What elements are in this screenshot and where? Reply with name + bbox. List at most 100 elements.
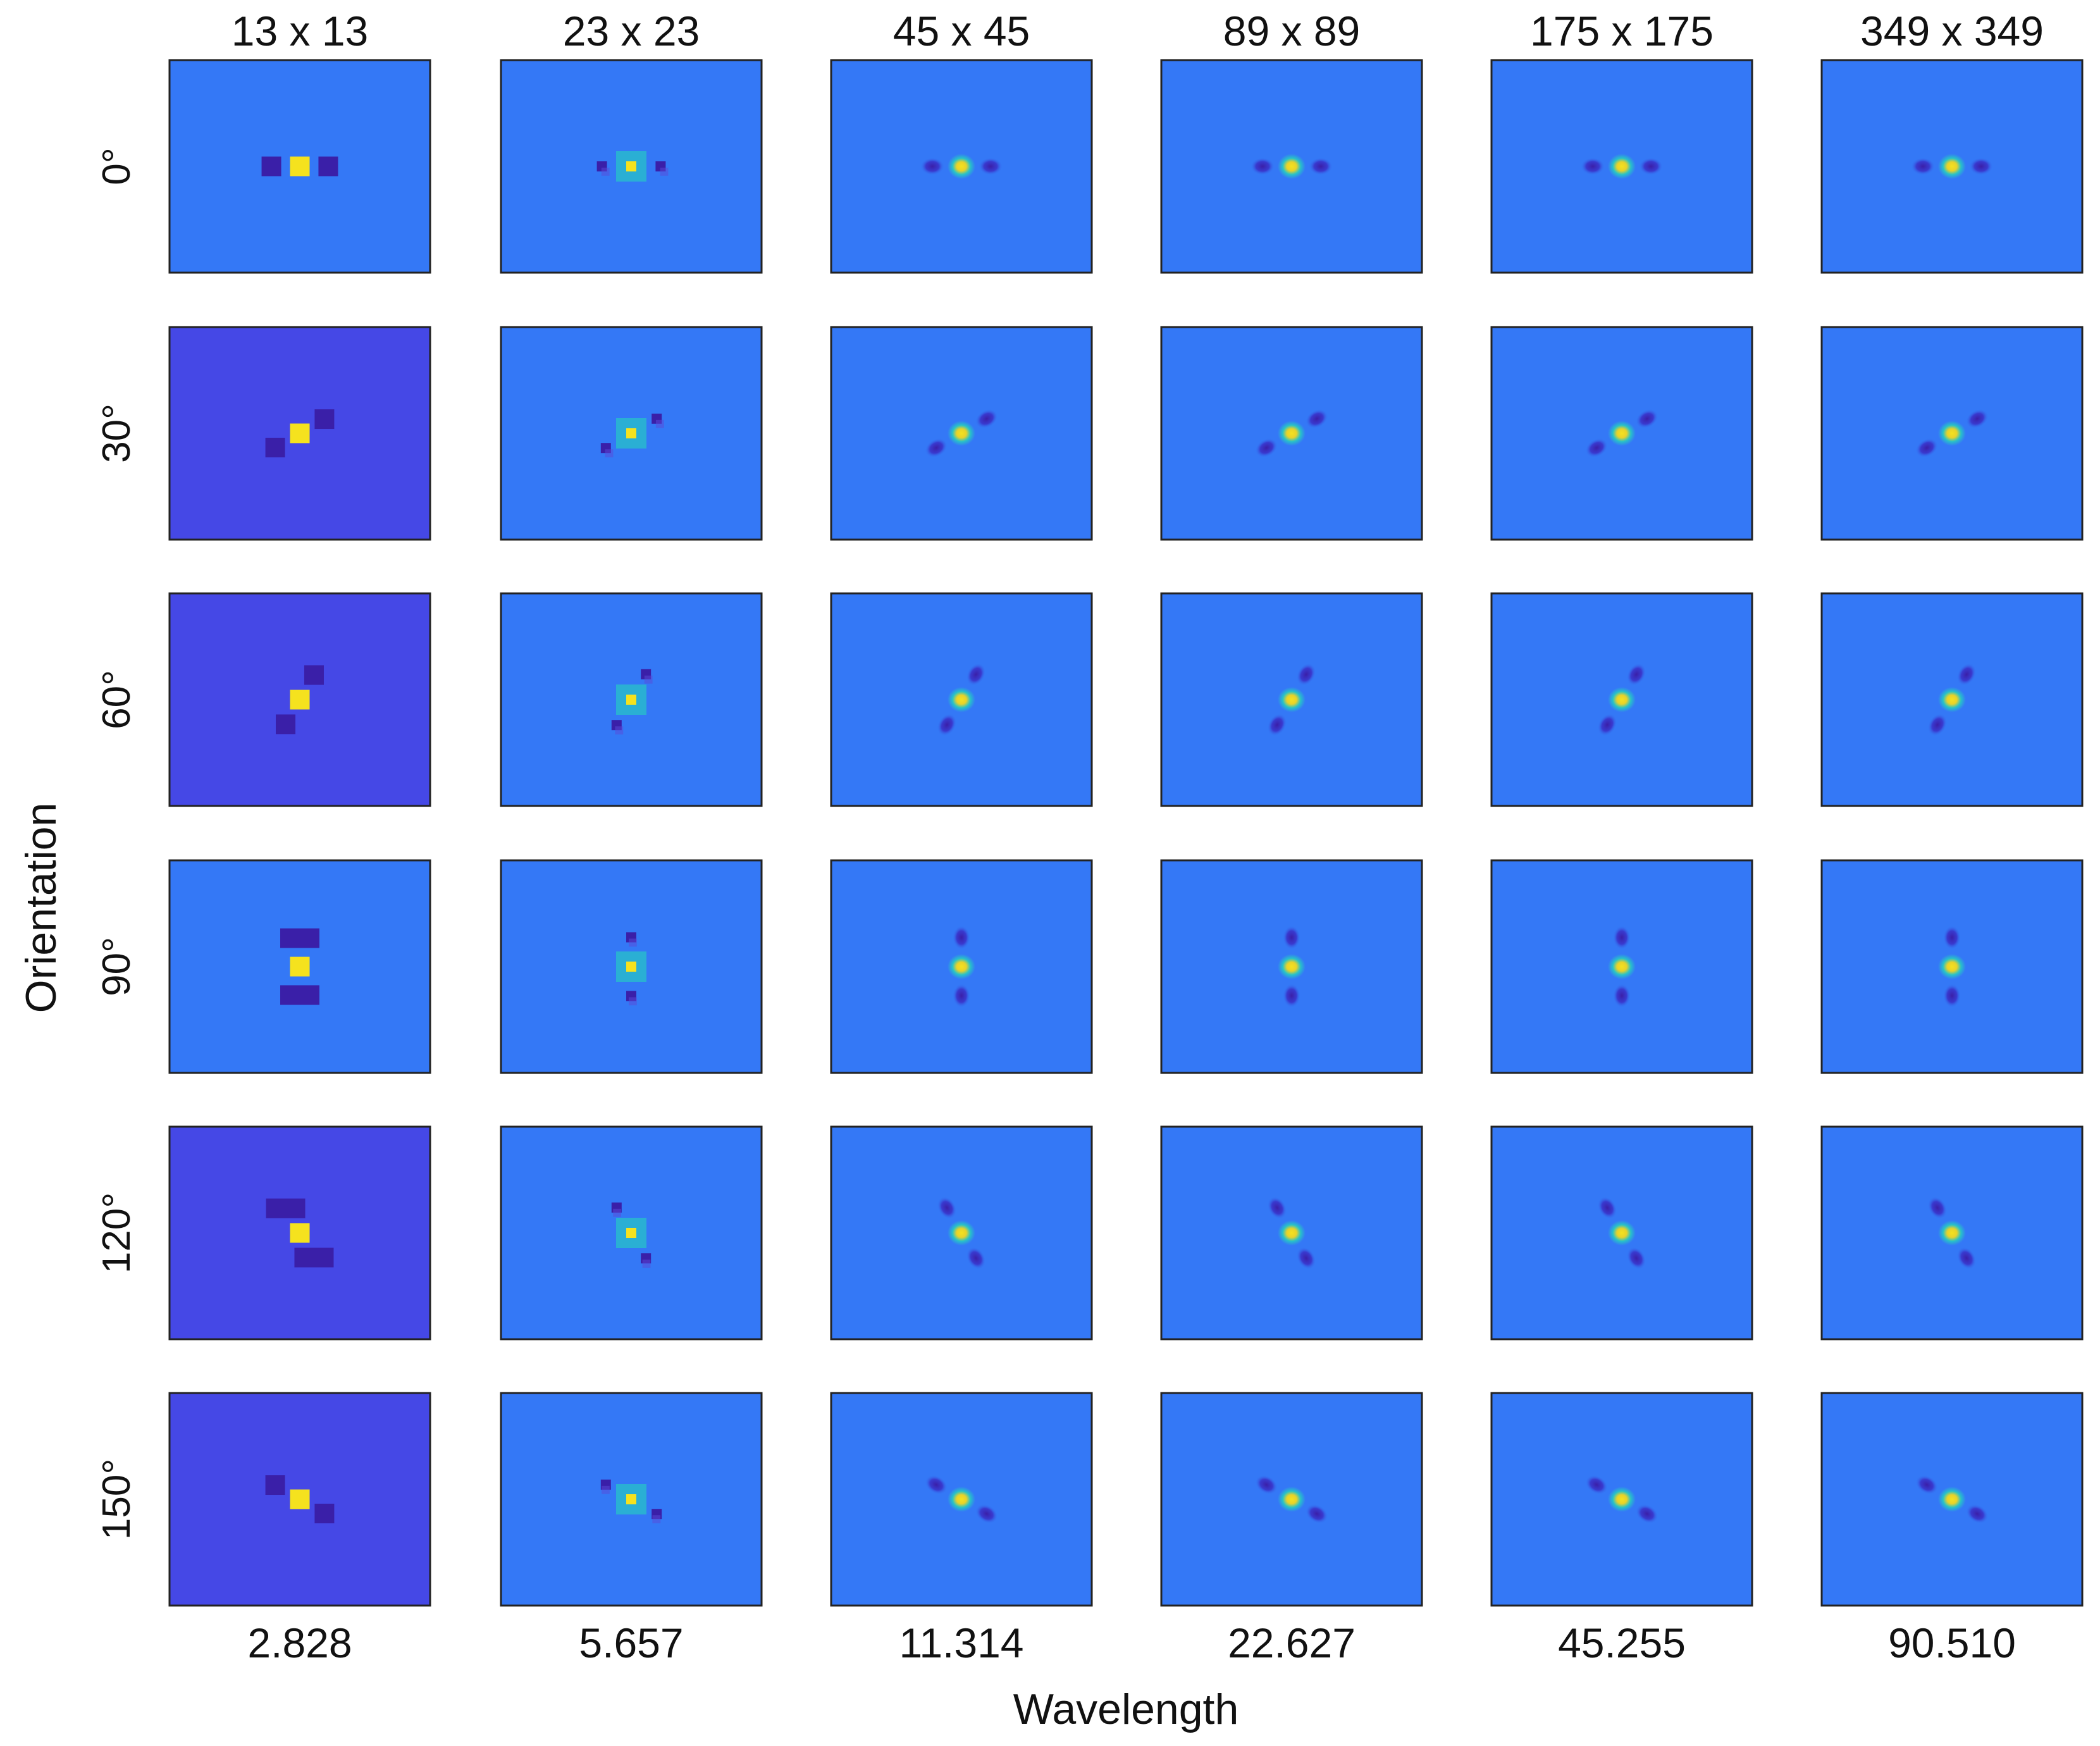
x-axis-label: Wavelength [1013, 1685, 1239, 1733]
kernel-panel-r0-c5 [1820, 59, 2084, 274]
kernel-panel-r5-c5 [1820, 1392, 2084, 1607]
wavelength-tick-label: 5.657 [579, 1619, 683, 1666]
panel-frame [168, 859, 431, 1074]
negative-lobe [265, 437, 285, 457]
kernel-panel-r3-c4 [1490, 859, 1753, 1074]
kernel-size-title: 13 x 13 [232, 8, 369, 54]
kernel-panel-r5-c3 [1160, 1392, 1423, 1607]
negative-lobe [937, 713, 957, 736]
negative-lobe-halo [605, 449, 614, 457]
panel-frame [1490, 592, 1753, 807]
negative-lobe-halo [629, 997, 637, 1006]
negative-lobe [1635, 1504, 1658, 1524]
kernel-panel-r4-c5 [1820, 1125, 2084, 1340]
kernel-peak [626, 428, 636, 438]
negative-lobe [1597, 1196, 1617, 1220]
kernel-peak [1608, 421, 1636, 446]
negative-lobe-halo [655, 419, 664, 428]
negative-lobe-halo [660, 168, 669, 176]
panel-frame [1160, 1125, 1423, 1340]
kernel-peak [1938, 1220, 1966, 1246]
kernel-panel-r5-c0 [168, 1392, 431, 1607]
negative-lobe [1927, 1196, 1948, 1220]
negative-lobe [1915, 1475, 1939, 1495]
panel-frame [500, 1125, 763, 1340]
negative-lobe-halo [613, 1208, 621, 1217]
negative-lobe [1956, 663, 1977, 686]
kernel-panel-r3-c1 [500, 859, 763, 1074]
negative-lobe [1969, 158, 1993, 175]
kernel-peak [290, 957, 310, 977]
kernel-peak [948, 421, 975, 446]
negative-lobe [294, 1248, 334, 1268]
negative-lobe [1635, 409, 1658, 429]
kernel-peak [626, 962, 636, 972]
kernel-panel-r0-c2 [830, 59, 1093, 274]
orientation-tick-label: 150° [95, 1459, 139, 1540]
negative-lobe [304, 665, 324, 685]
panel-frame [1820, 1125, 2084, 1340]
kernel-size-title: 23 x 23 [563, 8, 700, 54]
kernel-peak [1278, 154, 1306, 179]
panel-frame [168, 59, 431, 274]
kernel-panel-r4-c1 [500, 1125, 763, 1340]
kernel-peak [626, 1228, 636, 1238]
kernel-peak [1278, 1220, 1306, 1246]
kernel-peak [290, 690, 310, 710]
kernel-peak [626, 161, 636, 171]
panel-frame [1490, 859, 1753, 1074]
panel-frame [1490, 59, 1753, 274]
negative-lobe [979, 158, 1003, 175]
panel-frame [1160, 592, 1423, 807]
panel-frame [500, 326, 763, 541]
orientation-tick-label: 30° [95, 404, 139, 463]
kernel-panel-r3-c3 [1160, 859, 1423, 1074]
kernel-peak [1278, 687, 1306, 712]
panel-frame [500, 1392, 763, 1607]
kernel-panel-r3-c2 [830, 859, 1093, 1074]
kernel-peak [1938, 954, 1966, 979]
kernel-size-titles: 13 x 13 23 x 23 45 x 45 89 x 89 175 x 175 349… [232, 8, 2044, 54]
negative-lobe [1267, 1196, 1287, 1220]
kernel-panel-r4-c4 [1490, 1125, 1753, 1340]
kernel-size-title: 89 x 89 [1223, 8, 1361, 54]
negative-lobe [276, 714, 296, 734]
panel-frame [1160, 326, 1423, 541]
negative-lobe [953, 926, 970, 950]
negative-lobe [925, 438, 948, 458]
panel-frame [830, 592, 1093, 807]
kernel-panel-r0-c1 [500, 59, 763, 274]
kernel-peak [290, 1223, 310, 1243]
kernel-peak [1938, 154, 1966, 179]
negative-lobe [1597, 713, 1617, 736]
kernel-panel-r1-c1 [500, 326, 763, 541]
negative-lobe [1283, 984, 1300, 1008]
y-axis-label: Orientation [17, 803, 65, 1013]
panel-frame [1820, 1392, 2084, 1607]
panel-frame [830, 1392, 1093, 1607]
kernel-peak [1278, 421, 1306, 446]
kernel-panel-r1-c0 [168, 326, 431, 541]
negative-lobe [975, 409, 998, 429]
negative-lobe [1965, 1504, 1989, 1524]
panel-frame [1160, 1392, 1423, 1607]
kernel-panel-r1-c3 [1160, 326, 1423, 541]
negative-lobe [318, 156, 338, 176]
kernel-panel-r2-c0 [168, 592, 431, 807]
negative-lobe [953, 984, 970, 1008]
kernel-peak [1608, 1220, 1636, 1246]
negative-lobe [1305, 409, 1328, 429]
negative-lobe [1943, 926, 1961, 950]
panel-frame [500, 592, 763, 807]
kernel-panel-r5-c1 [500, 1392, 763, 1607]
kernel-peak [1938, 1487, 1966, 1512]
kernel-peak [948, 1487, 975, 1512]
panel-frame [168, 592, 431, 807]
panel-frame [1820, 592, 2084, 807]
kernel-panel-r1-c4 [1490, 326, 1753, 541]
kernel-panel-grid [168, 59, 2084, 1607]
panel-frame [1160, 859, 1423, 1074]
negative-lobe [1965, 409, 1989, 429]
negative-lobe [1255, 438, 1278, 458]
